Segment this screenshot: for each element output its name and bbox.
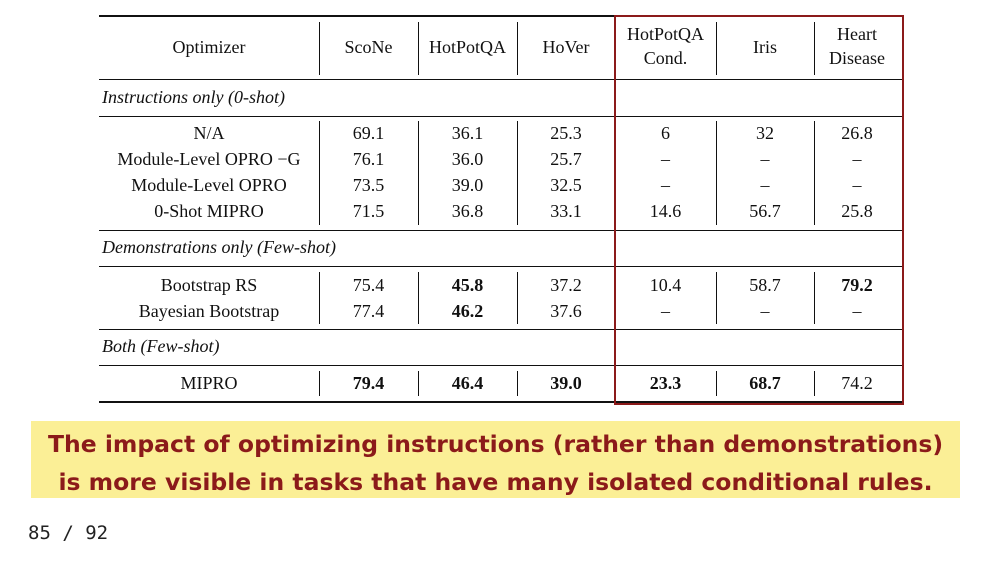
cell-heart-disease: – xyxy=(852,149,862,169)
cell-iris: 32 xyxy=(756,123,774,143)
header-hotpotqa-cond-line1: HotPotQA xyxy=(626,24,704,44)
cell-heart-disease: 26.8 xyxy=(841,123,873,143)
cell-hotpotqa: 39.0 xyxy=(451,175,484,195)
cell-scone: 73.5 xyxy=(352,175,385,195)
column-separator xyxy=(716,272,717,324)
column-separator xyxy=(716,121,717,225)
header-bottom-rule xyxy=(99,79,902,80)
header-hotpotqa-cond-line2: Cond. xyxy=(643,48,688,68)
cell-hover: 37.6 xyxy=(550,301,582,321)
column-separator xyxy=(814,22,815,75)
cell-heart-disease: 79.2 xyxy=(841,275,873,295)
cell-heart-disease: – xyxy=(852,175,862,195)
cell-iris: 56.7 xyxy=(749,201,781,221)
column-separator xyxy=(517,371,518,396)
section-label: Demonstrations only (Few-shot) xyxy=(102,237,336,257)
column-separator xyxy=(319,22,320,75)
column-separator xyxy=(716,22,717,75)
cell-hover: 25.3 xyxy=(550,123,582,143)
cell-hotpotqa-cond: – xyxy=(661,175,670,195)
cell-scone: 71.5 xyxy=(352,201,385,221)
column-separator xyxy=(517,272,518,324)
header-scone: ScoNe xyxy=(344,37,393,57)
row-optimizer-name: N/A xyxy=(193,123,225,143)
section-rule xyxy=(99,266,902,267)
cell-hotpotqa-cond: 23.3 xyxy=(649,373,682,393)
cell-scone: 69.1 xyxy=(352,123,385,143)
header-optimizer: Optimizer xyxy=(172,37,246,57)
column-separator xyxy=(418,371,419,396)
cell-heart-disease: 74.2 xyxy=(841,373,873,393)
cell-hotpotqa-cond: – xyxy=(661,301,670,321)
section-rule xyxy=(99,116,902,117)
column-separator xyxy=(319,272,320,324)
cell-hotpotqa: 36.0 xyxy=(451,149,484,169)
section-label: Instructions only (0-shot) xyxy=(102,87,285,107)
cell-scone: 77.4 xyxy=(352,301,385,321)
column-separator xyxy=(418,272,419,324)
highlight-box xyxy=(614,15,904,405)
row-optimizer-name: Module-Level OPRO −G xyxy=(117,149,301,169)
cell-iris: 68.7 xyxy=(749,373,781,393)
column-separator xyxy=(716,371,717,396)
cell-hover: 33.1 xyxy=(550,201,582,221)
callout-text: The impact of optimizing instructions (r… xyxy=(47,430,944,496)
column-separator xyxy=(517,22,518,75)
header-heart-disease-line2: Disease xyxy=(829,48,885,68)
cell-iris: – xyxy=(760,301,770,321)
header-hover: HoVer xyxy=(542,37,590,57)
column-separator xyxy=(319,121,320,225)
cell-scone: 75.4 xyxy=(352,275,385,295)
column-separator xyxy=(319,371,320,396)
cell-hotpotqa: 46.4 xyxy=(451,373,484,393)
cell-hotpotqa: 45.8 xyxy=(451,275,484,295)
section-label: Both (Few-shot) xyxy=(102,336,220,356)
row-optimizer-name: Module-Level OPRO xyxy=(131,175,287,195)
header-iris: Iris xyxy=(753,37,777,57)
table-bottom-rule xyxy=(99,401,902,403)
row-optimizer-name: 0-Shot MIPRO xyxy=(154,201,264,221)
cell-heart-disease: – xyxy=(852,301,862,321)
page-number: 85 / 92 xyxy=(28,522,109,544)
cell-hotpotqa-cond: – xyxy=(661,149,670,169)
cell-hotpotqa-cond: 10.4 xyxy=(649,275,682,295)
section-rule xyxy=(99,365,902,366)
cell-hotpotqa: 46.2 xyxy=(451,301,484,321)
column-separator xyxy=(517,121,518,225)
callout-banner: The impact of optimizing instructions (r… xyxy=(31,421,960,498)
cell-hover: 37.2 xyxy=(550,275,582,295)
column-separator xyxy=(418,22,419,75)
row-optimizer-name: Bootstrap RS xyxy=(160,275,258,295)
header-heart-disease: Heart Disease xyxy=(814,22,900,70)
cell-iris: 58.7 xyxy=(749,275,781,295)
header-hotpotqa: HotPotQA xyxy=(428,37,506,57)
row-optimizer-name: MIPRO xyxy=(180,373,238,393)
column-separator xyxy=(814,371,815,396)
cell-hotpotqa-cond: 14.6 xyxy=(649,201,682,221)
cell-hover: 25.7 xyxy=(550,149,582,169)
header-hotpotqa-cond: HotPotQA Cond. xyxy=(615,22,716,70)
column-separator xyxy=(418,121,419,225)
section-rule xyxy=(99,230,902,231)
cell-scone: 76.1 xyxy=(352,149,385,169)
cell-heart-disease: 25.8 xyxy=(841,201,873,221)
column-separator xyxy=(814,272,815,324)
cell-hotpotqa-cond: 6 xyxy=(661,123,670,143)
cell-hotpotqa: 36.1 xyxy=(451,123,484,143)
cell-iris: – xyxy=(760,175,770,195)
table-top-rule xyxy=(99,15,902,17)
row-optimizer-name: Bayesian Bootstrap xyxy=(138,301,280,321)
cell-hover: 32.5 xyxy=(550,175,582,195)
cell-hover: 39.0 xyxy=(550,373,582,393)
cell-scone: 79.4 xyxy=(352,373,385,393)
section-rule xyxy=(99,329,902,330)
header-heart-disease-line1: Heart xyxy=(837,24,877,44)
cell-hotpotqa: 36.8 xyxy=(451,201,484,221)
cell-iris: – xyxy=(760,149,770,169)
column-separator xyxy=(814,121,815,225)
